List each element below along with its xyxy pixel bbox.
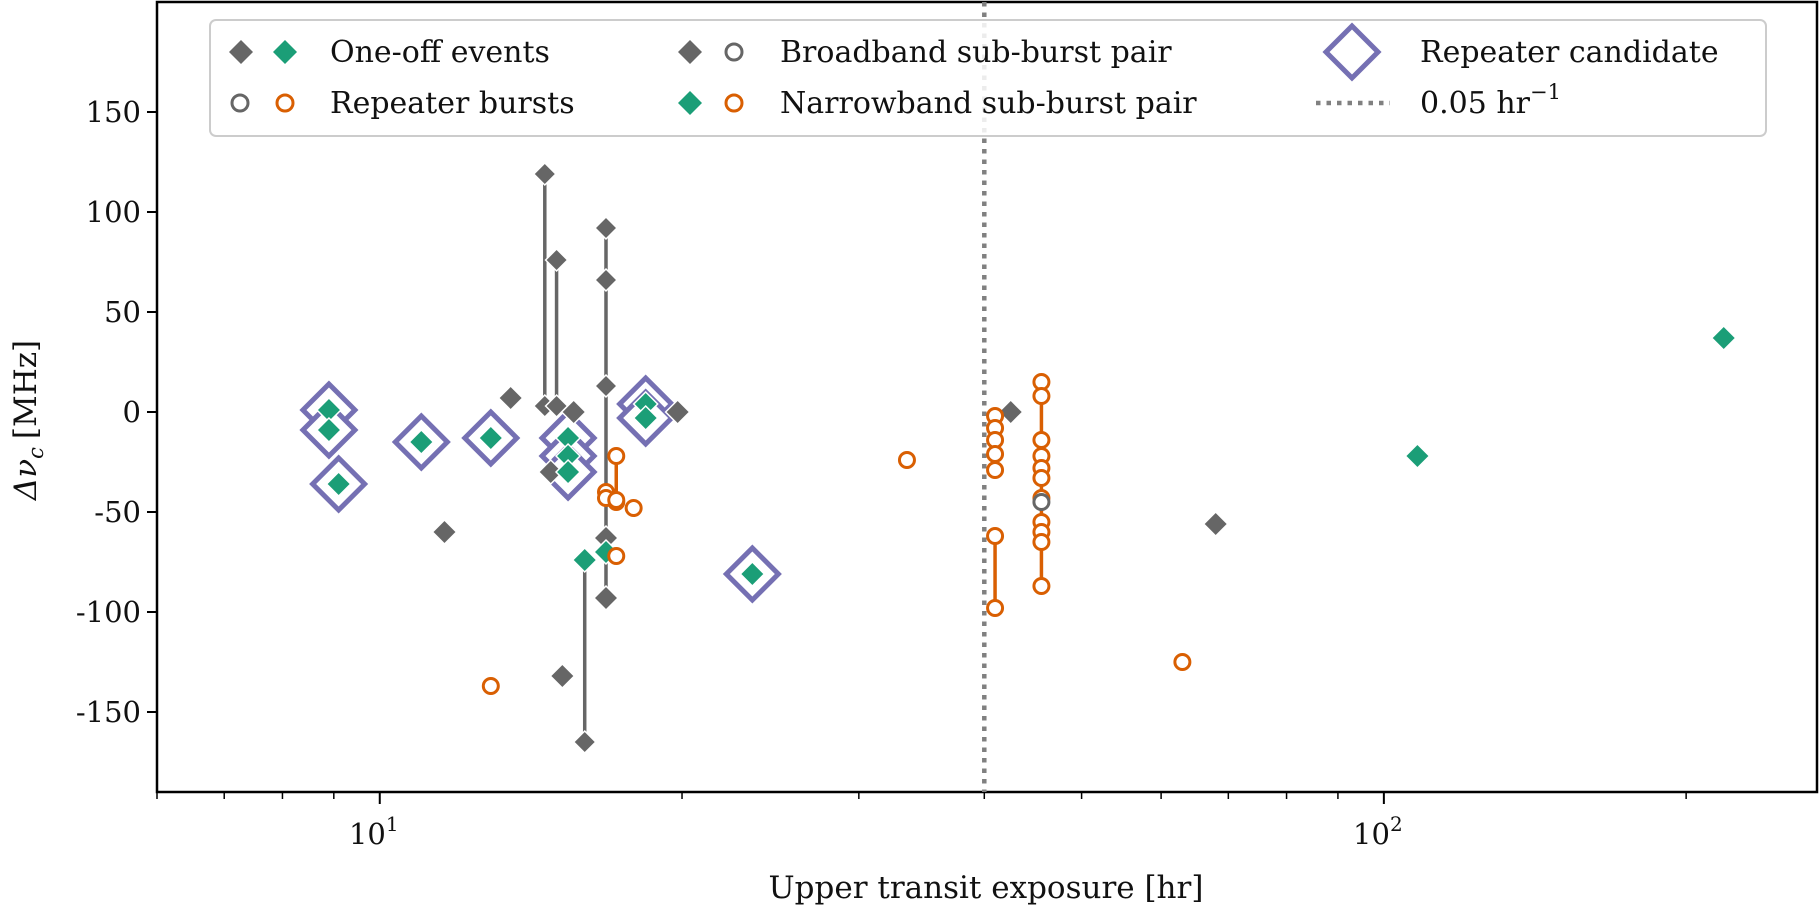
narrowband-pair-marker xyxy=(986,527,1005,545)
one-off-event-green xyxy=(1404,442,1431,470)
x-tick-label-base: 10 xyxy=(349,817,386,851)
broadband-pair-marker xyxy=(593,267,619,293)
one-off-event-gray xyxy=(431,518,458,546)
narrowband-pair-marker xyxy=(1032,533,1051,551)
legend-marker-broadband-diamond xyxy=(678,40,702,64)
one-off-event-gray xyxy=(537,458,564,486)
y-tick-label: 0 xyxy=(123,395,141,429)
x-tick-label: 102 xyxy=(1353,812,1403,851)
broadband-pair-marker xyxy=(544,247,569,273)
one-off-event-green xyxy=(632,404,659,432)
broadband-pair-marker xyxy=(593,215,619,241)
legend-label-rate-exp: −1 xyxy=(1530,80,1561,104)
y-tick-label: 100 xyxy=(86,195,141,229)
narrowband-pair-marker xyxy=(1032,387,1051,405)
x-tick-label: 101 xyxy=(349,812,399,851)
x-tick-label-exp: 1 xyxy=(386,812,399,836)
plot-frame xyxy=(155,0,1819,794)
legend-marker-narrowband-circle xyxy=(724,93,744,113)
legend-marker-narrowband-diamond xyxy=(678,91,702,115)
legend-marker-orange-circle xyxy=(275,93,295,113)
legend: One-off events Repeater bursts Broadband s… xyxy=(209,19,1767,137)
y-tick-label: 150 xyxy=(86,95,141,129)
y-axis-label-unit: [MHz] xyxy=(8,340,44,439)
legend-label-repeater-bursts: Repeater bursts xyxy=(330,86,575,121)
legend-label-rate-main: 0.05 hr xyxy=(1420,86,1531,121)
narrowband-pair-marker xyxy=(1032,469,1051,487)
legend-label-candidate: Repeater candidate xyxy=(1420,35,1719,70)
legend-marker-candidate xyxy=(1322,22,1382,82)
repeater-burst-orange xyxy=(607,547,626,565)
x-tick-label-exp: 2 xyxy=(1390,812,1403,836)
one-off-event-gray xyxy=(1202,510,1229,538)
broadband-pair-marker xyxy=(593,373,619,399)
y-axis-label: Δνc [MHz] xyxy=(8,340,48,501)
one-off-event-green xyxy=(408,428,435,456)
one-off-event-green xyxy=(571,546,598,574)
one-off-event-gray xyxy=(664,398,691,426)
repeater-burst-orange xyxy=(481,677,500,695)
narrowband-pair-marker xyxy=(1032,577,1051,595)
one-off-event-gray xyxy=(997,398,1024,426)
legend-label-broadband: Broadband sub-burst pair xyxy=(780,35,1172,70)
y-tick-label: 50 xyxy=(104,295,141,329)
one-off-event-green xyxy=(1710,324,1737,352)
repeater-burst-orange xyxy=(607,491,626,509)
repeater-burst-gray xyxy=(1032,493,1051,511)
y-tick-label: -100 xyxy=(76,595,141,629)
one-off-event-green xyxy=(325,470,352,498)
narrowband-pair-marker xyxy=(986,599,1005,617)
legend-label-rate-line: 0.05 hr−1 xyxy=(1420,80,1561,121)
broadband-pair-marker xyxy=(572,729,597,755)
one-off-event-green xyxy=(477,424,504,452)
narrowband-pair-marker xyxy=(1032,431,1051,449)
y-axis-label-main: Δν xyxy=(8,459,44,501)
narrowband-pair-marker xyxy=(986,445,1005,463)
legend-marker-gray-circle xyxy=(230,93,250,113)
y-tick-label: -150 xyxy=(76,695,141,729)
one-off-event-green xyxy=(739,560,766,588)
legend-label-one-off: One-off events xyxy=(330,35,550,70)
broadband-pair-marker xyxy=(532,161,557,187)
one-off-event-gray xyxy=(549,662,576,690)
one-off-event-green xyxy=(554,458,582,486)
y-tick-label: -50 xyxy=(94,495,141,529)
x-axis-label: Upper transit exposure [hr] xyxy=(769,870,1204,906)
one-off-event-gray xyxy=(592,584,620,612)
one-off-event-green xyxy=(315,416,343,444)
x-tick-label-base: 10 xyxy=(1353,817,1390,851)
y-axis-label-sub: c xyxy=(24,447,48,459)
repeater-burst-orange xyxy=(897,451,916,469)
narrowband-pair-marker xyxy=(607,447,626,465)
legend-marker-broadband-circle xyxy=(724,42,744,62)
repeater-burst-orange xyxy=(1173,653,1192,671)
legend-marker-gray-diamond xyxy=(229,40,253,64)
legend-marker-green-diamond xyxy=(273,40,297,64)
legend-label-narrowband: Narrowband sub-burst pair xyxy=(780,86,1197,121)
narrowband-pair-marker xyxy=(986,461,1005,479)
one-off-event-gray xyxy=(560,398,587,426)
one-off-event-gray xyxy=(497,384,524,412)
repeater-burst-orange xyxy=(624,499,643,517)
